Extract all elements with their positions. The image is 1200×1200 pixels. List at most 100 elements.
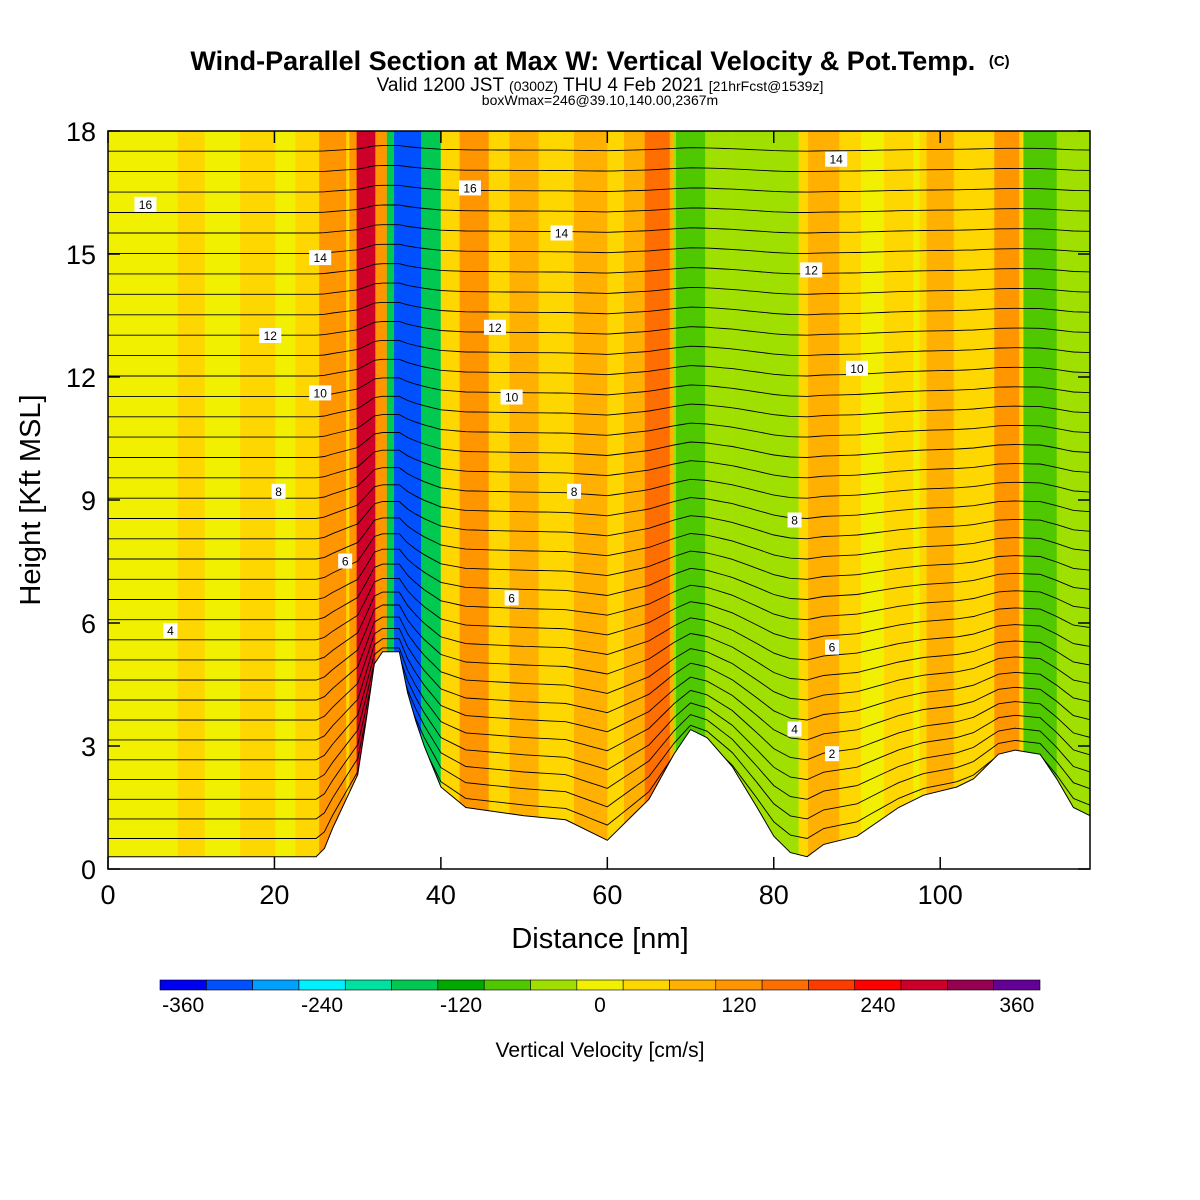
theta-contour	[108, 548, 1090, 600]
velocity-core	[134, 131, 166, 869]
colorbar-tick-label: 360	[999, 994, 1034, 1017]
velocity-core	[509, 131, 539, 869]
theta-contour	[108, 243, 1090, 254]
contour-label-text: 8	[571, 485, 578, 499]
y-tick-label: 3	[81, 732, 96, 762]
colorbar-swatch	[808, 979, 856, 991]
velocity-core	[459, 131, 489, 869]
colorbar-swatch	[669, 979, 717, 991]
chart-subtitle-2: boxWmax=246@39.10,140.00,2367m	[482, 92, 718, 108]
theta-contour	[108, 224, 1090, 234]
velocity-core	[884, 131, 914, 869]
contour-label: 16	[134, 196, 157, 212]
theta-contour	[108, 627, 1090, 721]
contour-label-text: 14	[555, 227, 569, 241]
contour-label-text: 6	[342, 555, 349, 569]
contour-label: 2	[825, 746, 840, 762]
contour-label: 12	[483, 319, 506, 335]
theta-contour	[108, 604, 1090, 681]
subtitle-part-2: (0300Z)	[509, 78, 558, 94]
velocity-core	[994, 131, 1020, 869]
theta-contour	[108, 432, 1090, 458]
x-axis-label: Distance [nm]	[511, 923, 688, 955]
colorbar-swatch	[993, 979, 1041, 991]
colorbar-ticks: -360 -240 -120 0 120 240 360	[162, 994, 1034, 1017]
velocity-core	[808, 131, 840, 869]
theta-contour	[108, 647, 1090, 761]
colorbar-swatch	[947, 979, 994, 991]
contour-label-bg	[825, 746, 840, 762]
theta-contour	[108, 517, 1090, 560]
colorbar	[159, 979, 1041, 991]
contour-label-bg	[338, 553, 353, 569]
theta-contour	[108, 184, 1090, 193]
theta-contour	[108, 655, 1090, 781]
contour-label: 14	[825, 151, 848, 167]
contour-label: 8	[271, 483, 286, 499]
contour-label-text: 6	[829, 641, 836, 655]
contour-label-text: 12	[264, 329, 278, 343]
contour-label-text: 16	[463, 181, 477, 195]
contour-label-text: 10	[314, 386, 328, 400]
colorbar-tick-label: -240	[301, 994, 343, 1017]
contour-label: 16	[459, 180, 482, 196]
theta-contours	[108, 131, 1090, 839]
contour-label: 10	[845, 360, 868, 376]
theta-contour	[108, 204, 1090, 213]
theta-contour	[108, 533, 1090, 580]
colorbar-swatch	[715, 979, 763, 991]
contour-label-bg	[309, 250, 332, 266]
contour-label-text: 6	[508, 591, 515, 605]
title-mark: (C)	[989, 53, 1010, 70]
contour-label: 4	[787, 721, 802, 737]
plot-area: 16 14 12 10 8 6 4 16 14 12 10 8 6 14 12 10 8 6 4 2	[108, 131, 1090, 869]
velocity-core	[177, 131, 205, 869]
contour-label: 8	[567, 483, 582, 499]
chart-title-text: Wind-Parallel Section at Max W: Vertical…	[190, 46, 975, 76]
contour-label-text: 8	[791, 514, 798, 528]
contour-label-bg	[504, 590, 519, 606]
contour-label-text: 14	[829, 153, 843, 167]
chart-subtitle: Valid 1200 JST (0300Z) THU 4 Feb 2021 [2…	[377, 75, 824, 96]
theta-contour	[108, 563, 1090, 621]
colorbar-swatch	[391, 979, 439, 991]
colorbar-swatch	[437, 979, 485, 991]
chart-title: Wind-Parallel Section at Max W: Vertical…	[190, 46, 1009, 76]
theta-contour	[108, 577, 1090, 641]
colorbar-swatch	[483, 979, 531, 991]
contour-label: 6	[338, 553, 353, 569]
x-tick-label: 40	[426, 880, 456, 910]
theta-contour	[108, 484, 1090, 519]
contour-label: 14	[550, 225, 573, 241]
theta-contour	[108, 358, 1090, 377]
contour-label-text: 10	[850, 362, 864, 376]
velocity-core	[757, 131, 791, 869]
velocity-bands	[108, 131, 1090, 869]
theta-contour	[108, 414, 1090, 438]
contour-label-text: 4	[791, 723, 798, 737]
colorbar-swatch	[206, 979, 253, 991]
contour-label: 10	[309, 385, 332, 401]
theta-contour	[108, 671, 1090, 839]
y-tick-label: 12	[66, 363, 96, 393]
theta-contour	[108, 638, 1090, 741]
colorbar-swatch	[900, 979, 948, 991]
colorbar-swatch	[854, 979, 902, 991]
colorbar-swatch	[252, 979, 300, 991]
velocity-core	[644, 131, 670, 869]
terrain	[108, 651, 1090, 869]
contour-label-bg	[800, 262, 823, 278]
y-axis-label: Height [Kft MSL]	[15, 394, 47, 605]
contour-label: 10	[500, 389, 523, 405]
contour-label-bg	[500, 389, 523, 405]
contour-labels: 16 14 12 10 8 6 4 16 14 12 10 8 6 14 12 10 8 6 4 2	[134, 151, 868, 762]
x-tick-label: 60	[592, 880, 622, 910]
contour-label-text: 4	[167, 624, 174, 638]
subtitle-part-3: THU 4 Feb 2021	[558, 75, 709, 96]
y-tick-label: 6	[81, 609, 96, 639]
contour-label-text: 10	[505, 391, 519, 405]
velocity-core	[926, 131, 954, 869]
theta-contour	[108, 282, 1090, 295]
contour-label-bg	[271, 483, 286, 499]
theta-contour	[108, 591, 1090, 661]
